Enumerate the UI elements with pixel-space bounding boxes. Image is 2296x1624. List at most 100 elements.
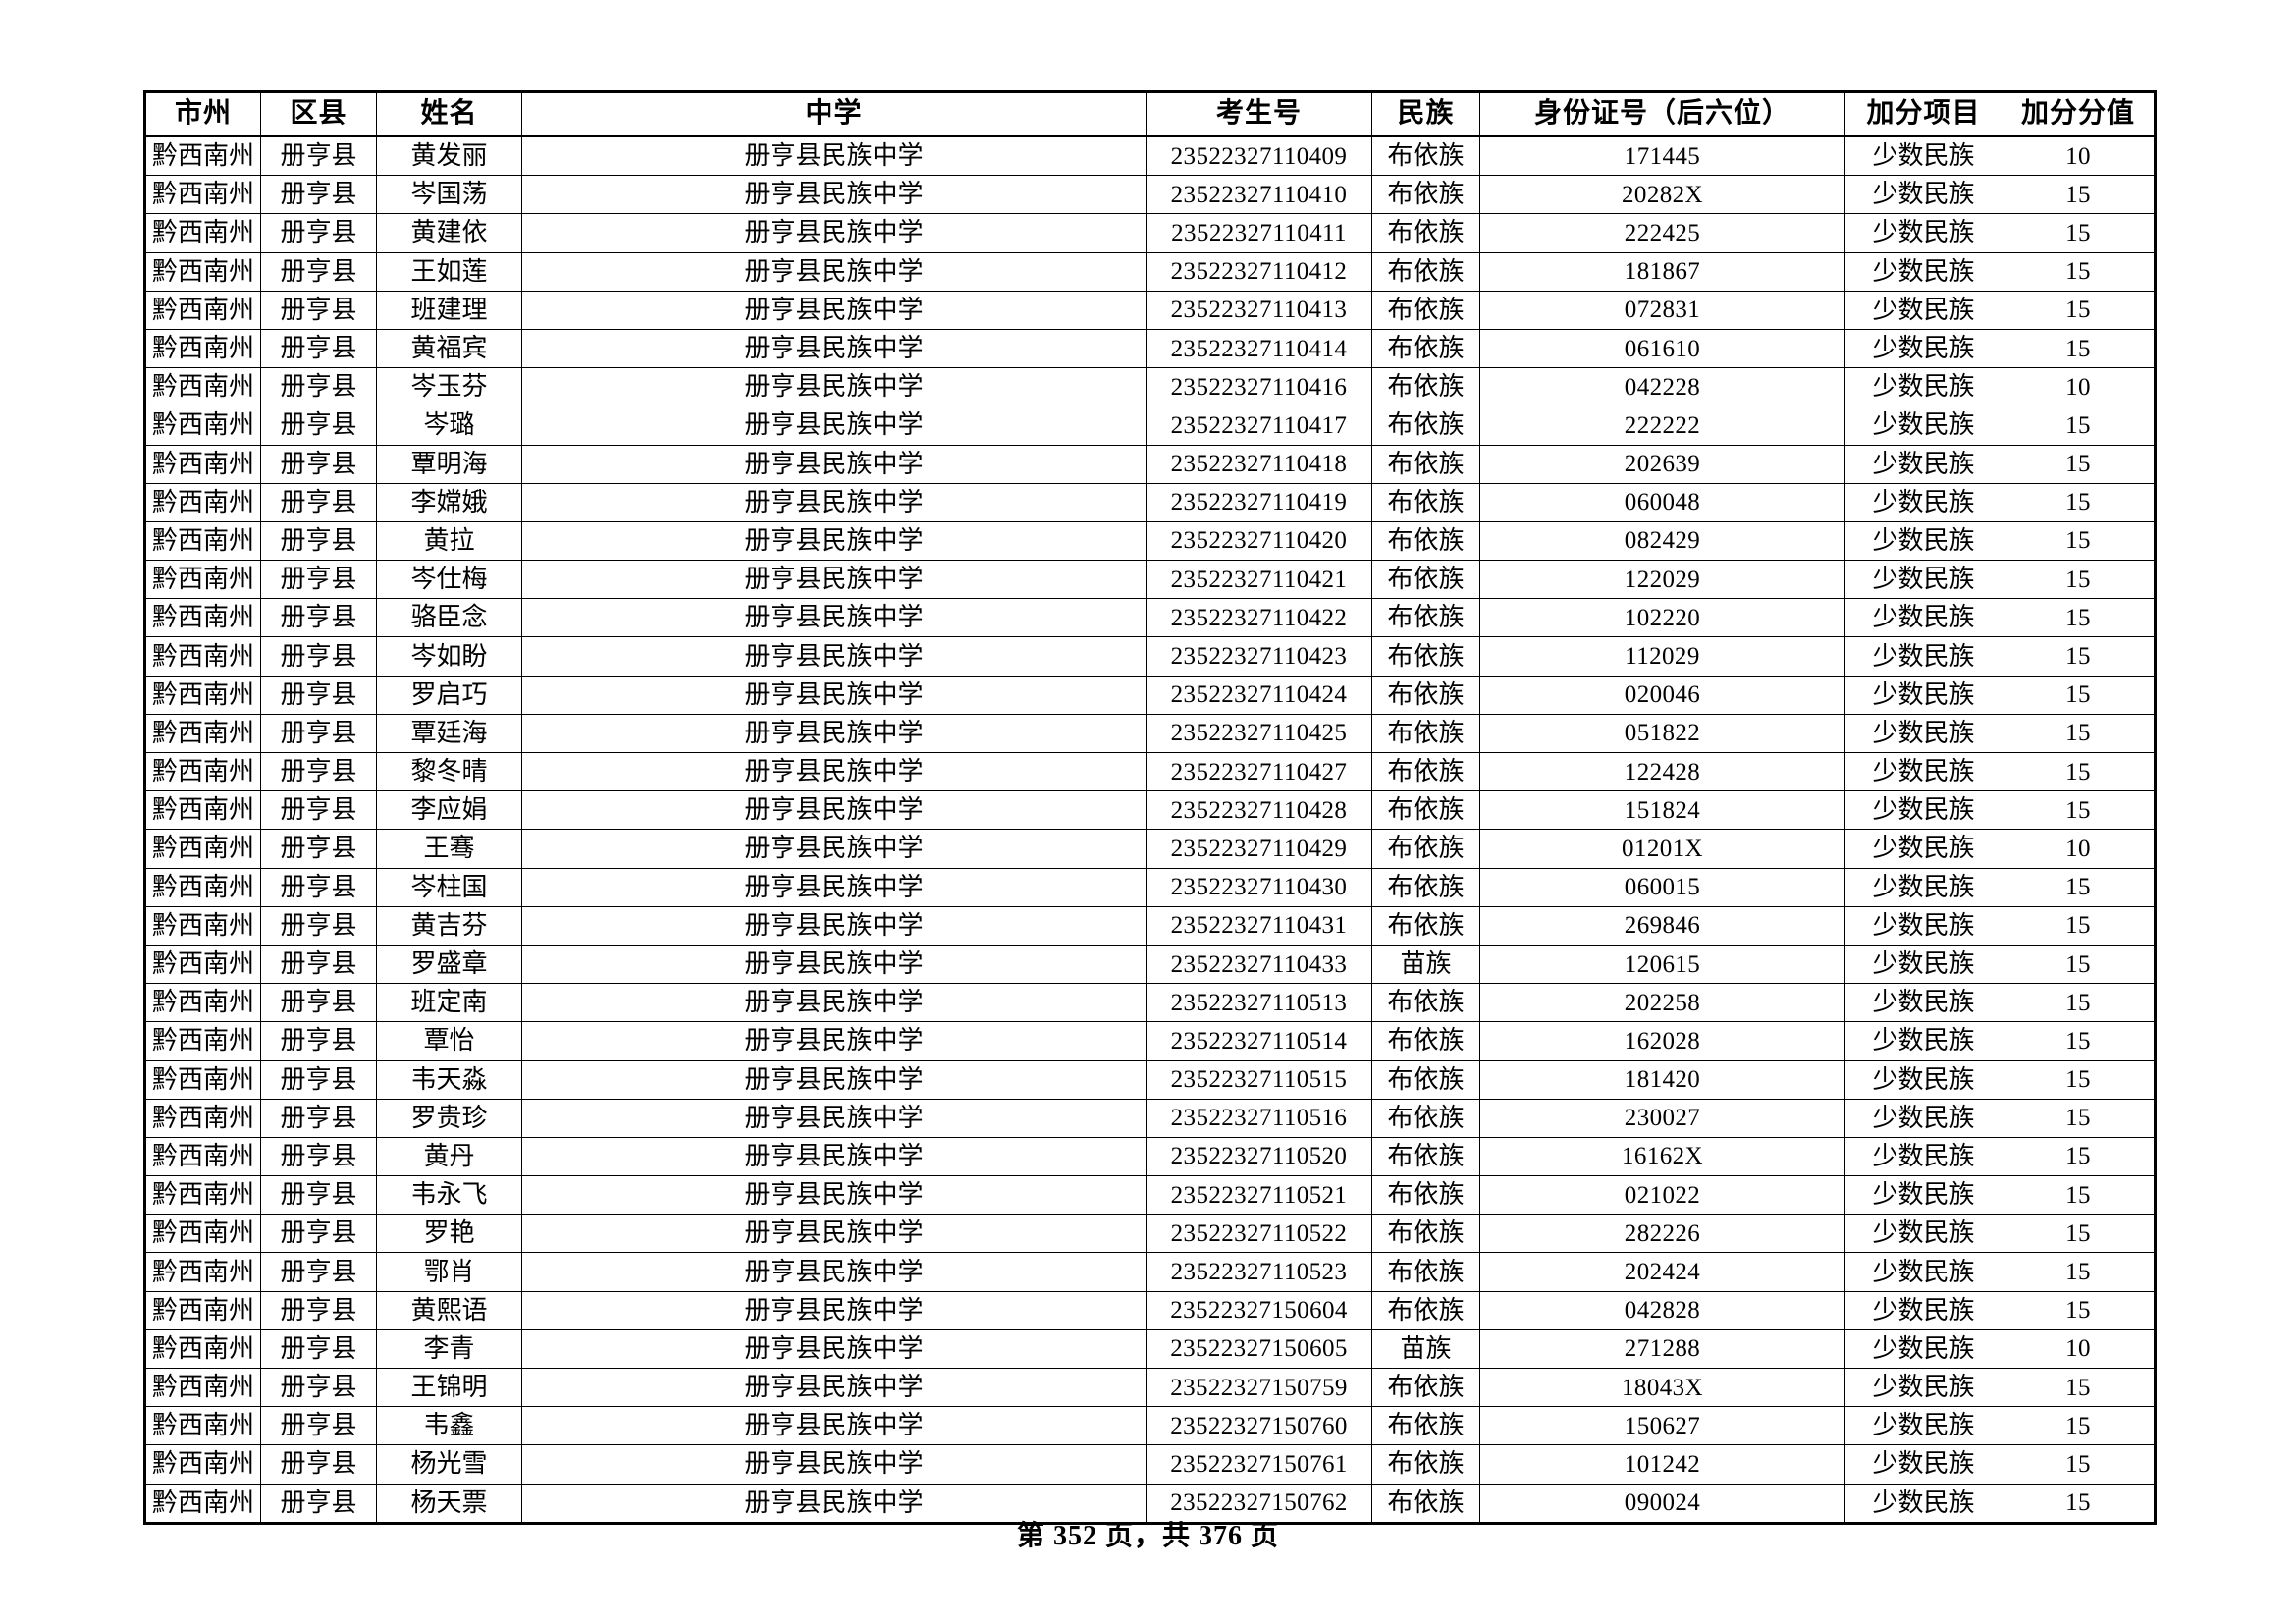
cell-city: 黔西南州 <box>143 1059 261 1100</box>
cell-ethnicity: 布依族 <box>1371 1175 1480 1216</box>
column-header-name: 姓名 <box>376 90 522 137</box>
cell-bonus-item: 少数民族 <box>1844 790 2002 831</box>
cell-bonus-item: 少数民族 <box>1844 1290 2002 1330</box>
cell-exam-no: 23522327110433 <box>1146 944 1372 985</box>
cell-city: 黔西南州 <box>143 1290 261 1330</box>
cell-city: 黔西南州 <box>143 1328 261 1370</box>
cell-city: 黔西南州 <box>143 790 261 831</box>
cell-bonus-item: 少数民族 <box>1844 1252 2002 1292</box>
cell-bonus-score: 15 <box>2002 1059 2157 1100</box>
table-row: 黔西南州 册亨县 岑仕梅 册亨县民族中学 23522327110421 布依族 122029… <box>143 560 2157 600</box>
cell-city: 黔西南州 <box>143 290 261 330</box>
cell-ethnicity: 布依族 <box>1371 175 1480 215</box>
cell-name: 李嫦娥 <box>376 482 522 522</box>
roster-table-container: 市州 区县 姓名 中学 考生号 民族 身份证号（后六位） 加分项目 加分分值 黔… <box>143 90 2157 1525</box>
cell-school: 册亨县民族中学 <box>521 675 1147 715</box>
cell-bonus-score: 10 <box>2002 135 2157 177</box>
cell-bonus-score: 15 <box>2002 213 2157 253</box>
cell-name: 王如莲 <box>376 251 522 292</box>
cell-school: 册亨县民族中学 <box>521 1059 1147 1100</box>
cell-bonus-item: 少数民族 <box>1844 1483 2002 1525</box>
cell-county: 册亨县 <box>260 328 377 369</box>
column-header-county: 区县 <box>260 90 377 137</box>
cell-bonus-score: 15 <box>2002 1098 2157 1138</box>
table-row: 黔西南州 册亨县 骆臣念 册亨县民族中学 23522327110422 布依族 102220… <box>143 598 2157 638</box>
cell-bonus-score: 15 <box>2002 867 2157 907</box>
cell-ethnicity: 布依族 <box>1371 1406 1480 1446</box>
cell-bonus-score: 15 <box>2002 713 2157 754</box>
cell-name: 黄建依 <box>376 213 522 253</box>
table-row: 黔西南州 册亨县 杨天票 册亨县民族中学 23522327150762 布依族 090024… <box>143 1483 2157 1525</box>
cell-bonus-score: 15 <box>2002 175 2157 215</box>
cell-school: 册亨县民族中学 <box>521 867 1147 907</box>
cell-exam-no: 23522327110428 <box>1146 790 1372 831</box>
table-row: 黔西南州 册亨县 杨光雪 册亨县民族中学 23522327150761 布依族 101242… <box>143 1444 2157 1485</box>
cell-bonus-score: 10 <box>2002 1328 2157 1370</box>
cell-school: 册亨县民族中学 <box>521 983 1147 1023</box>
cell-city: 黔西南州 <box>143 867 261 907</box>
cell-city: 黔西南州 <box>143 713 261 754</box>
cell-name: 罗盛章 <box>376 944 522 985</box>
table-row: 黔西南州 册亨县 岑玉芬 册亨县民族中学 23522327110416 布依族 042228… <box>143 367 2157 407</box>
cell-school: 册亨县民族中学 <box>521 175 1147 215</box>
cell-school: 册亨县民族中学 <box>521 598 1147 638</box>
cell-school: 册亨县民族中学 <box>521 328 1147 369</box>
table-row: 黔西南州 册亨县 覃怡 册亨县民族中学 23522327110514 布依族 162028 少… <box>143 1021 2157 1061</box>
cell-bonus-score: 15 <box>2002 1021 2157 1061</box>
cell-name: 覃廷海 <box>376 713 522 754</box>
cell-exam-no: 23522327110513 <box>1146 983 1372 1023</box>
table-row: 黔西南州 册亨县 罗艳 册亨县民族中学 23522327110522 布依族 282226 少… <box>143 1214 2157 1254</box>
cell-county: 册亨县 <box>260 1444 377 1485</box>
cell-id-last6: 202258 <box>1479 983 1845 1023</box>
cell-bonus-item: 少数民族 <box>1844 598 2002 638</box>
cell-county: 册亨县 <box>260 983 377 1023</box>
table-row: 黔西南州 册亨县 班建理 册亨县民族中学 23522327110413 布依族 072831… <box>143 290 2157 330</box>
cell-ethnicity: 布依族 <box>1371 406 1480 446</box>
cell-city: 黔西南州 <box>143 751 261 792</box>
cell-county: 册亨县 <box>260 905 377 946</box>
table-header: 市州 区县 姓名 中学 考生号 民族 身份证号（后六位） 加分项目 加分分值 <box>143 90 2157 137</box>
cell-exam-no: 23522327110416 <box>1146 367 1372 407</box>
cell-bonus-item: 少数民族 <box>1844 1136 2002 1177</box>
cell-name: 岑仕梅 <box>376 560 522 600</box>
cell-ethnicity: 布依族 <box>1371 713 1480 754</box>
cell-bonus-item: 少数民族 <box>1844 367 2002 407</box>
cell-bonus-score: 15 <box>2002 1214 2157 1254</box>
cell-id-last6: 181420 <box>1479 1059 1845 1100</box>
cell-bonus-item: 少数民族 <box>1844 444 2002 484</box>
cell-name: 岑璐 <box>376 406 522 446</box>
cell-bonus-score: 15 <box>2002 328 2157 369</box>
cell-city: 黔西南州 <box>143 829 261 869</box>
cell-name: 王锦明 <box>376 1367 522 1408</box>
cell-id-last6: 202639 <box>1479 444 1845 484</box>
cell-bonus-item: 少数民族 <box>1844 560 2002 600</box>
table-row: 黔西南州 册亨县 岑璐 册亨县民族中学 23522327110417 布依族 222222 少… <box>143 406 2157 446</box>
cell-id-last6: 181867 <box>1479 251 1845 292</box>
cell-school: 册亨县民族中学 <box>521 290 1147 330</box>
table-row: 黔西南州 册亨县 韦永飞 册亨县民族中学 23522327110521 布依族 021022… <box>143 1175 2157 1216</box>
cell-ethnicity: 布依族 <box>1371 520 1480 562</box>
column-header-bonus-item: 加分项目 <box>1844 90 2002 137</box>
cell-name: 岑柱国 <box>376 867 522 907</box>
table-row: 黔西南州 册亨县 李嫦娥 册亨县民族中学 23522327110419 布依族 060048… <box>143 482 2157 522</box>
cell-ethnicity: 布依族 <box>1371 1098 1480 1138</box>
table-row: 黔西南州 册亨县 黄丹 册亨县民族中学 23522327110520 布依族 16162X 少… <box>143 1136 2157 1177</box>
cell-ethnicity: 布依族 <box>1371 867 1480 907</box>
cell-city: 黔西南州 <box>143 482 261 522</box>
cell-city: 黔西南州 <box>143 1214 261 1254</box>
cell-school: 册亨县民族中学 <box>521 1444 1147 1485</box>
table-row: 黔西南州 册亨县 韦鑫 册亨县民族中学 23522327150760 布依族 150627 少… <box>143 1406 2157 1446</box>
cell-bonus-item: 少数民族 <box>1844 1444 2002 1485</box>
cell-id-last6: 060015 <box>1479 867 1845 907</box>
cell-school: 册亨县民族中学 <box>521 751 1147 792</box>
cell-county: 册亨县 <box>260 1175 377 1216</box>
cell-county: 册亨县 <box>260 829 377 869</box>
cell-name: 黄拉 <box>376 520 522 562</box>
cell-county: 册亨县 <box>260 520 377 562</box>
cell-bonus-score: 15 <box>2002 983 2157 1023</box>
cell-bonus-score: 15 <box>2002 598 2157 638</box>
cell-name: 韦天淼 <box>376 1059 522 1100</box>
cell-ethnicity: 布依族 <box>1371 790 1480 831</box>
cell-bonus-score: 15 <box>2002 636 2157 677</box>
